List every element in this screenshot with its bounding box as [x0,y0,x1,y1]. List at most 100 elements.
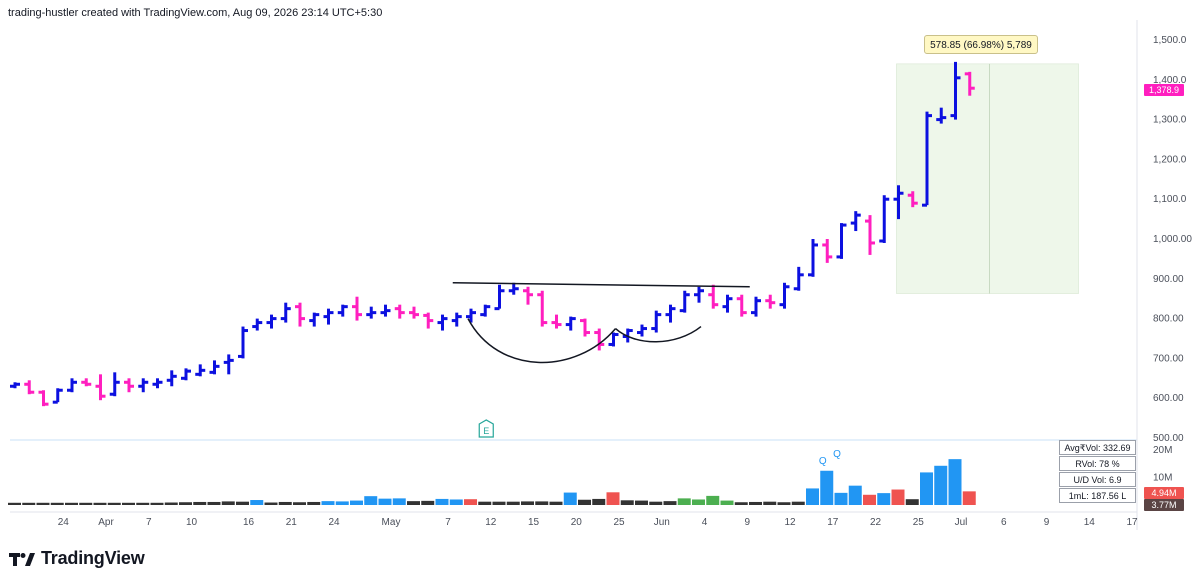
time-tick-label: 24 [328,517,340,528]
volume-bar [93,502,107,505]
time-tick-label: 12 [784,517,796,528]
ohlc-bar [808,239,818,277]
measure-zone [896,63,1079,294]
time-axis: 24 Apr 7 10 16 21 24 May 7 12 15 20 25 Jun 4 9 12 17 22 25 J… [58,517,1138,528]
ohlc-bar [309,312,320,327]
price-tick-label: 600.00 [1153,393,1184,404]
price-tick-label: 500.00 [1153,433,1184,444]
volume-bar [207,501,221,505]
ohlc-bar [651,310,662,333]
volume-bar [421,500,435,505]
time-tick-label: 20 [571,517,583,528]
time-tick-label: 9 [744,517,750,528]
time-tick-label: 10 [186,517,198,528]
drawings [452,282,750,364]
ohlc-bar [950,61,961,120]
ohlc-bar [594,328,605,351]
ohlc-bar [195,364,206,377]
time-tick-label: Jul [955,517,968,528]
volume-bar [50,502,64,505]
price-axis: 1,500.0 1,400.0 1,300.0 1,200.0 1,100.0 1,000… [1153,35,1192,483]
volume-bar [777,502,791,505]
volume-bar [763,501,777,505]
quarter-marker: Q [833,449,841,460]
volume-bar [22,502,36,505]
chart-header: trading-hustler created with TradingView… [8,7,383,19]
volume-bar [706,495,720,505]
ohlc-bar [537,290,548,327]
time-tick-label: Jun [654,517,670,528]
time-tick-label: 25 [913,517,925,528]
volume-bar [492,501,506,505]
ohlc-bar [166,370,177,387]
ohlc-bar [679,290,690,313]
ohlc-bar [223,354,234,375]
ohlc-bar [266,314,277,329]
ohlc-bar [822,239,833,263]
time-tick-label: 7 [146,517,152,528]
measure-zone-rect [896,63,1079,294]
ohlc-bar [779,282,790,309]
footer-logo[interactable]: TradingView [9,548,145,569]
ohlc-bar [152,378,163,389]
ohlc-bar [295,302,305,327]
volume-bar [877,493,891,505]
volume-bar [307,501,321,505]
price-tick-label: 1,100.0 [1153,194,1187,205]
ohlc-bar [394,304,405,319]
price-bars [10,61,975,407]
volume-bar [221,501,235,505]
time-tick-label: 6 [1001,517,1007,528]
volume-bar [521,501,534,505]
volume-bar [677,498,691,505]
volume-bar [549,501,563,505]
volume-bar [962,491,976,505]
volume-bar [734,502,748,505]
ohlc-bar [922,111,932,207]
ohlc-bar [352,296,362,321]
ohlc-bar [366,306,377,319]
volume-bar [65,502,78,505]
ohlc-bar [52,388,63,404]
ohlc-bar [722,294,733,313]
volume-bar [635,500,648,505]
time-tick-label: 12 [485,517,497,528]
time-tick-label: 24 [58,517,70,528]
volume-bar [122,502,135,505]
ohlc-bar [252,318,263,331]
markers: QQ E [478,419,841,467]
volume-bar [392,498,406,505]
volume-bar [934,465,948,505]
ohlc-bar [793,266,804,291]
volume-bar [79,502,93,505]
time-tick-label: 25 [613,517,625,528]
price-tick-label: 1,000.00 [1153,234,1192,245]
ohlc-bar [38,390,49,407]
ohlc-bar [380,304,391,317]
volume-bar [250,500,264,505]
ohlc-bar [138,378,149,393]
time-tick-label: 17 [827,517,839,528]
measure-label: 578.85 (66.98%) 5,789 [924,35,1038,54]
volume-tick-label: 10M [1153,472,1172,483]
ohlc-bar [81,378,92,387]
ohlc-bar [964,71,975,96]
volume-bar [649,501,663,505]
ohlc-bar [907,191,918,208]
volume-bar [193,501,207,505]
time-tick-label: May [382,517,401,528]
time-tick-label: Apr [98,517,114,528]
ohlc-bar [437,314,448,331]
volume-bar [720,500,734,505]
volume-bar [791,501,805,505]
ohlc-bar [423,312,434,329]
ohlc-bar [865,215,875,255]
resistance-line [452,282,750,288]
ohlc-bar [736,294,747,317]
cup-curve [467,318,617,364]
ohlc-bar [708,284,719,309]
volume-badge-red: 4.94M [1144,487,1184,499]
ohlc-bar [637,324,647,337]
ohlc-bar [879,195,890,243]
